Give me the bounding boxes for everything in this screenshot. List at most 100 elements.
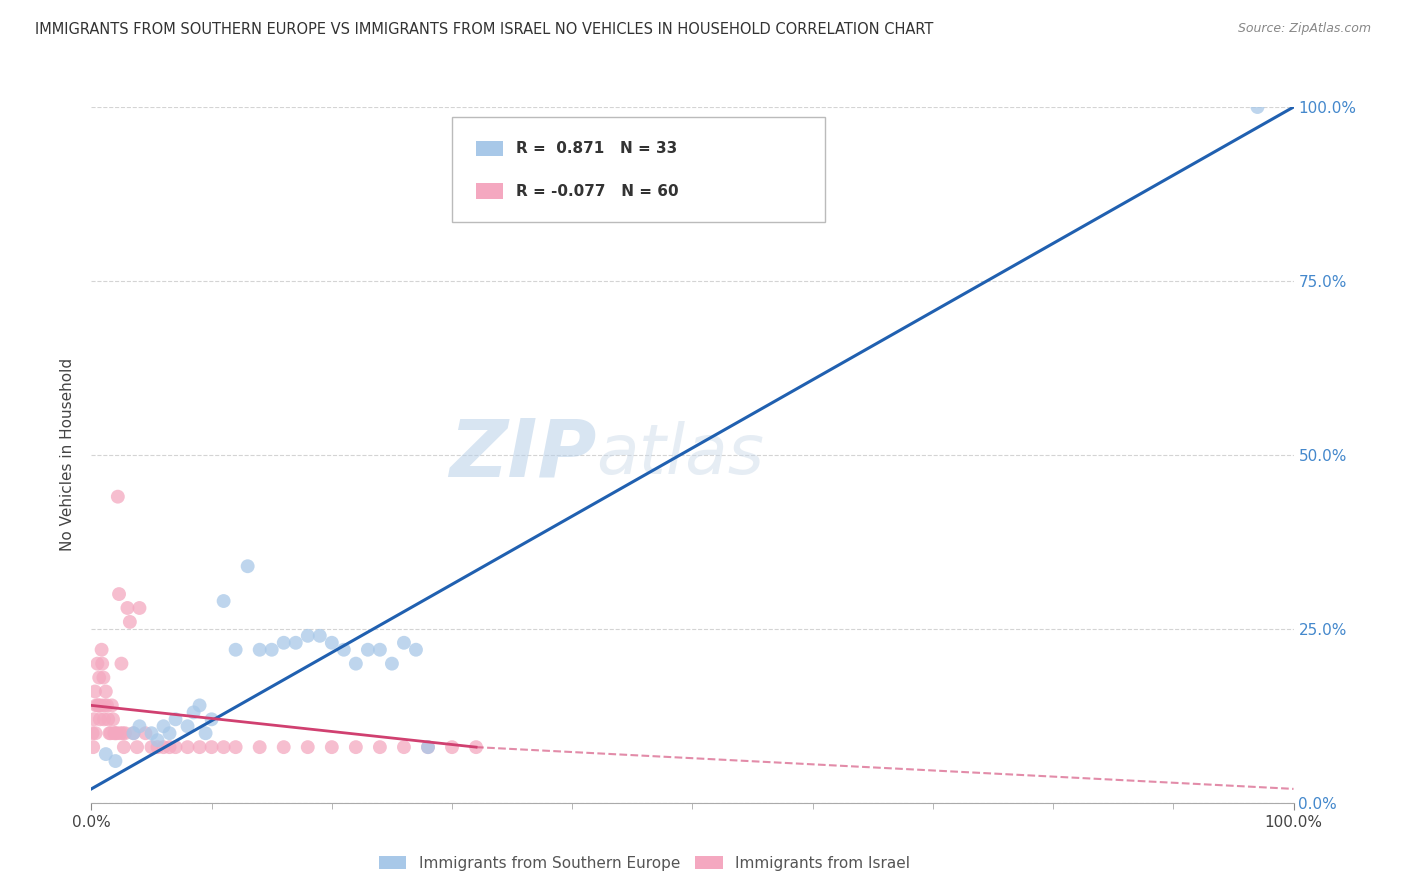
Point xyxy=(134,726,156,740)
Point xyxy=(107,490,129,504)
Point xyxy=(110,657,132,671)
Point xyxy=(84,684,107,698)
Point xyxy=(183,706,205,720)
Point xyxy=(416,740,439,755)
Point xyxy=(114,726,136,740)
Point xyxy=(82,740,104,755)
Point xyxy=(416,740,439,755)
Point xyxy=(128,601,150,615)
Point xyxy=(260,642,283,657)
Point xyxy=(273,636,295,650)
FancyBboxPatch shape xyxy=(451,118,825,222)
Point xyxy=(152,740,174,755)
Point xyxy=(101,698,124,713)
Point xyxy=(200,712,222,726)
Point xyxy=(200,740,222,755)
Point xyxy=(122,726,145,740)
Point xyxy=(96,698,118,713)
Point xyxy=(159,726,181,740)
Point xyxy=(308,629,330,643)
Point xyxy=(159,740,181,755)
Point xyxy=(105,726,128,740)
Point xyxy=(344,740,367,755)
Point xyxy=(128,719,150,733)
Point xyxy=(84,698,107,713)
Point xyxy=(176,719,198,733)
Point xyxy=(89,671,111,685)
Point xyxy=(87,698,110,713)
Point xyxy=(90,642,112,657)
Point xyxy=(368,740,391,755)
Point xyxy=(125,740,148,755)
Point xyxy=(108,587,131,601)
Point xyxy=(93,712,115,726)
Point xyxy=(333,642,356,657)
Point xyxy=(112,740,135,755)
Text: ZIP: ZIP xyxy=(449,416,596,494)
Point xyxy=(82,726,104,740)
Point xyxy=(146,740,169,755)
Point xyxy=(141,740,163,755)
Text: R = -0.077   N = 60: R = -0.077 N = 60 xyxy=(516,184,678,199)
Point xyxy=(212,740,235,755)
Point xyxy=(225,642,247,657)
FancyBboxPatch shape xyxy=(477,141,502,156)
Point xyxy=(344,657,367,671)
Point xyxy=(84,726,107,740)
Point xyxy=(97,712,120,726)
Point xyxy=(111,726,134,740)
Point xyxy=(165,740,187,755)
Point xyxy=(381,657,404,671)
Point xyxy=(440,740,463,755)
Point xyxy=(284,636,307,650)
Point xyxy=(321,740,343,755)
Point xyxy=(188,740,211,755)
Point xyxy=(188,698,211,713)
Text: atlas: atlas xyxy=(596,421,765,489)
Point xyxy=(93,671,115,685)
Point xyxy=(368,642,391,657)
Point xyxy=(103,726,125,740)
Y-axis label: No Vehicles in Household: No Vehicles in Household xyxy=(60,359,76,551)
Point xyxy=(93,698,115,713)
Point xyxy=(297,740,319,755)
Point xyxy=(225,740,247,755)
Point xyxy=(141,726,163,740)
Point xyxy=(405,642,427,657)
Point xyxy=(249,642,271,657)
Point xyxy=(104,726,127,740)
Point xyxy=(86,657,108,671)
Point xyxy=(194,726,217,740)
Text: Source: ZipAtlas.com: Source: ZipAtlas.com xyxy=(1237,22,1371,36)
Point xyxy=(101,712,124,726)
Point xyxy=(249,740,271,755)
Point xyxy=(94,747,117,761)
Point xyxy=(1246,100,1268,114)
Point xyxy=(98,726,121,740)
Point xyxy=(87,698,110,713)
Text: R =  0.871   N = 33: R = 0.871 N = 33 xyxy=(516,141,678,156)
Point xyxy=(90,698,112,713)
Point xyxy=(91,657,114,671)
Point xyxy=(118,615,141,629)
Point xyxy=(273,740,295,755)
Text: IMMIGRANTS FROM SOUTHERN EUROPE VS IMMIGRANTS FROM ISRAEL NO VEHICLES IN HOUSEHO: IMMIGRANTS FROM SOUTHERN EUROPE VS IMMIG… xyxy=(35,22,934,37)
Point xyxy=(176,740,198,755)
Legend: Immigrants from Southern Europe, Immigrants from Israel: Immigrants from Southern Europe, Immigra… xyxy=(374,851,914,875)
Point xyxy=(94,684,117,698)
Point xyxy=(392,740,415,755)
Point xyxy=(104,754,127,768)
Point xyxy=(83,712,105,726)
Point xyxy=(357,642,380,657)
Point xyxy=(110,726,132,740)
Point xyxy=(212,594,235,608)
FancyBboxPatch shape xyxy=(477,184,502,199)
Point xyxy=(297,629,319,643)
Point xyxy=(117,601,139,615)
Point xyxy=(321,636,343,650)
Point xyxy=(165,712,187,726)
Point xyxy=(236,559,259,574)
Point xyxy=(122,726,145,740)
Point xyxy=(146,733,169,747)
Point xyxy=(392,636,415,650)
